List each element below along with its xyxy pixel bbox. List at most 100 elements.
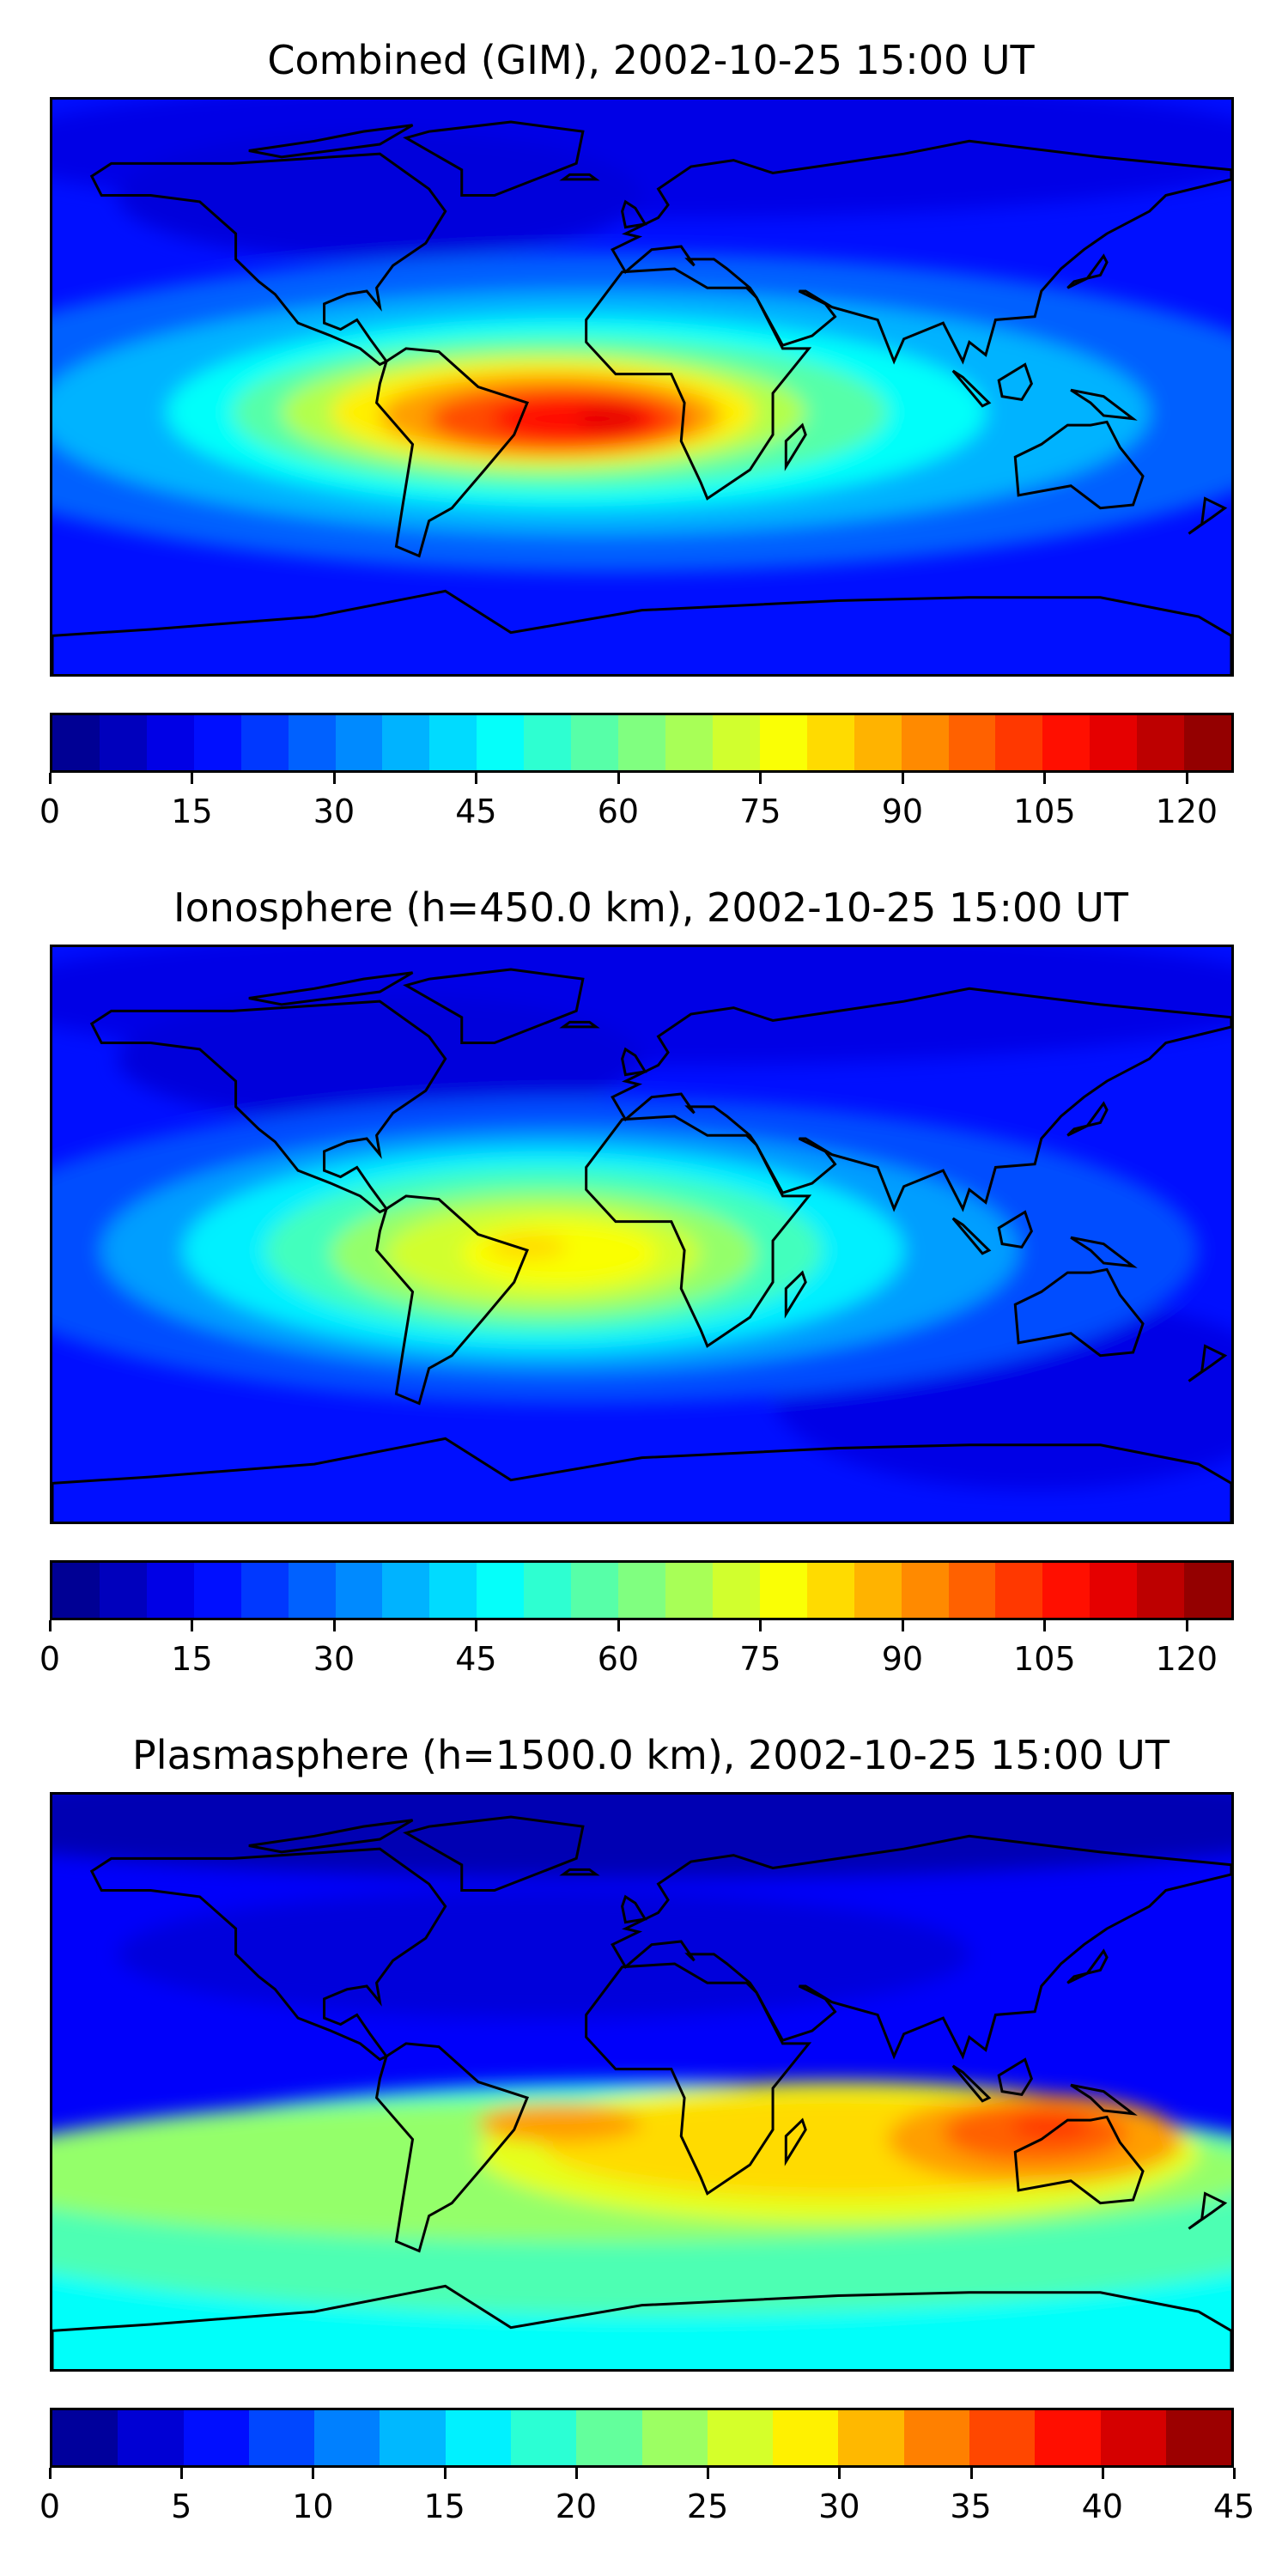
colorbar-tick-mark — [1185, 1620, 1188, 1631]
colorbar-tick-mark — [191, 1620, 194, 1631]
coastline-greenland — [406, 969, 583, 1042]
colorbar-segment — [707, 2410, 774, 2465]
coastline-australia — [1015, 1269, 1143, 1355]
colorbar-segment — [445, 2410, 511, 2465]
colorbar-tick-label: 60 — [597, 1640, 640, 1678]
colorbar-segment — [1184, 1563, 1232, 1618]
colorbar-tick-label: 45 — [1212, 2488, 1255, 2525]
colorbar-segment — [1100, 2410, 1166, 2465]
title-plasmasphere: Plasmasphere (h=1500.0 km), 2002-10-25 1… — [132, 1732, 1170, 1778]
colorbar-segment — [429, 1563, 477, 1618]
colorbar-tick-mark — [901, 773, 904, 784]
colorbar-segment — [183, 2410, 249, 2465]
coastline-madagascar — [786, 425, 805, 466]
colorbar-segment — [382, 1563, 430, 1618]
colorbar-segment — [712, 1563, 760, 1618]
colorbar-tick-mark — [574, 2468, 578, 2479]
colorbar-segment — [995, 715, 1043, 770]
coastline-africa — [586, 269, 809, 499]
coastline-greenland — [406, 122, 583, 195]
colorbar-segment — [240, 1563, 289, 1618]
colorbar-segment — [146, 715, 194, 770]
colorbar-ticks-combined: 0 15 30 45 60 75 90 105 120 — [39, 773, 1234, 841]
coastlines — [52, 1817, 1231, 2369]
coastline-japan — [1067, 256, 1107, 288]
coastline-north-america — [92, 154, 446, 364]
colorbar-ticks-ionosphere: 0 15 30 45 60 75 90 105 120 — [39, 1620, 1234, 1689]
colorbar-tick-label: 15 — [423, 2488, 465, 2525]
colorbar-segment — [571, 715, 619, 770]
colorbar-tick-mark — [617, 1620, 620, 1631]
colorbar-tick-mark — [838, 2468, 841, 2479]
contour-band — [1012, 2113, 1091, 2140]
colorbar-tick-label: 75 — [739, 793, 781, 830]
title-combined: Combined (GIM), 2002-10-25 15:00 UT — [267, 37, 1035, 83]
colorbar-tick-mark — [1233, 2468, 1236, 2479]
coastline-arctic-islands — [249, 973, 413, 1005]
coastline-south-america — [377, 2044, 527, 2251]
colorbar-tick-label: 10 — [292, 2488, 334, 2525]
colorbar-segment — [806, 715, 854, 770]
colorbar-segment — [806, 1563, 854, 1618]
colorbar-tick-label: 120 — [1155, 1640, 1218, 1678]
colorbar-segment — [524, 715, 572, 770]
map-combined — [50, 97, 1234, 677]
colorbar-tick-label: 105 — [1013, 1640, 1076, 1678]
colorbar-tick-label: 45 — [455, 1640, 497, 1678]
coastline-borneo — [999, 364, 1031, 399]
coastline-australia — [1015, 422, 1143, 507]
colorbar-segment — [1137, 715, 1185, 770]
coastline-great-britain — [623, 202, 646, 228]
colorbar-tick-label: 30 — [818, 2488, 860, 2525]
colorbar-segment — [288, 1563, 336, 1618]
colorbar-segment — [641, 2410, 708, 2465]
colorbar-segment — [1165, 2410, 1232, 2465]
colorbar-tick-mark — [475, 1620, 478, 1631]
colorbar-tick-label: 25 — [686, 2488, 729, 2525]
colorbar-tick-mark — [49, 2468, 52, 2479]
colorbar-segment — [712, 715, 760, 770]
colorbar-tick-label: 75 — [739, 1640, 781, 1678]
coastline-new-guinea — [1071, 1237, 1133, 1266]
colorbar-plasmasphere — [50, 2408, 1234, 2468]
colorbar-tick-label: 120 — [1155, 793, 1218, 830]
coastline-eurasia — [612, 141, 1231, 361]
coastline-australia — [1015, 2117, 1143, 2202]
coastline-new-zealand — [1188, 2194, 1224, 2229]
colorbar-tick-label: 60 — [597, 793, 640, 830]
colorbar-segment — [1042, 1563, 1091, 1618]
colorbar-tick-label: 30 — [313, 1640, 355, 1678]
colorbar-tick-mark — [707, 2468, 710, 2479]
colorbar-tick-mark — [49, 773, 52, 784]
colorbar-tick-label: 90 — [881, 1640, 924, 1678]
coastline-eurasia — [612, 1836, 1231, 2056]
contour-band — [488, 1234, 567, 1261]
colorbar-segment — [99, 1563, 147, 1618]
coastline-north-america — [92, 1849, 446, 2059]
colorbar-tick-label: 0 — [39, 793, 61, 830]
colorbar-tick-mark — [1101, 2468, 1104, 2479]
coastline-iceland — [563, 1022, 596, 1027]
colorbar-tick-label: 45 — [455, 793, 497, 830]
contour-band — [118, 1890, 969, 2019]
colorbar-segment — [838, 2410, 904, 2465]
coastline-north-america — [92, 1001, 446, 1212]
colorbar-tick-label: 30 — [313, 793, 355, 830]
colorbar-segment — [665, 1563, 713, 1618]
colorbar-segment — [477, 1563, 525, 1618]
colorbar-segment — [146, 1563, 194, 1618]
colorbar-tick-mark — [443, 2468, 447, 2479]
coastline-iceland — [563, 1869, 596, 1874]
colorbar-tick-mark — [49, 1620, 52, 1631]
colorbar-segment — [665, 715, 713, 770]
contour-band — [477, 2104, 642, 2143]
colorbar-segment — [759, 1563, 807, 1618]
colorbar-segment — [948, 1563, 996, 1618]
coastline-africa — [586, 1116, 809, 1346]
coastline-south-america — [377, 349, 527, 556]
colorbar-ticks-plasmasphere: 0 5 10 15 20 25 30 35 40 45 — [39, 2468, 1255, 2537]
colorbar-tick-mark — [332, 773, 336, 784]
coastline-japan — [1067, 1103, 1107, 1135]
coastline-new-guinea — [1071, 2085, 1133, 2113]
coastline-antarctica — [52, 1438, 1231, 1522]
